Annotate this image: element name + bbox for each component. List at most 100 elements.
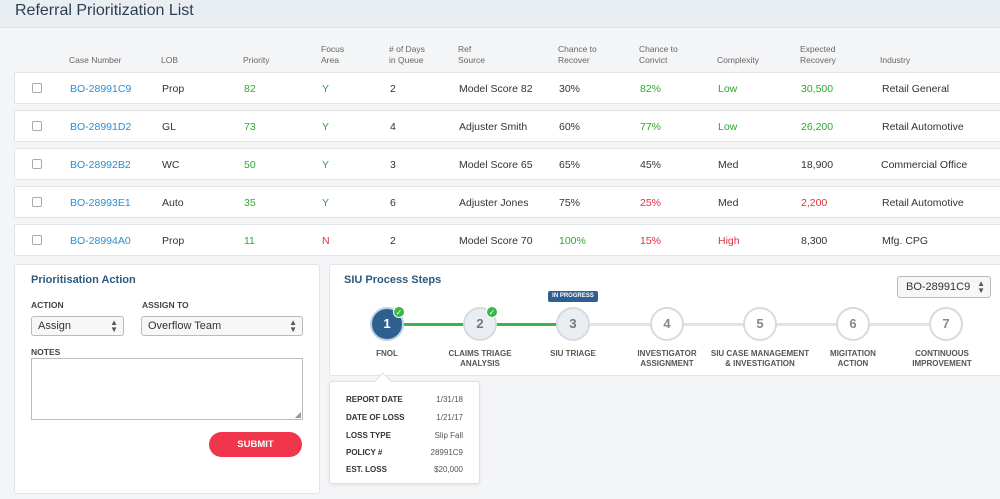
case-number-link[interactable]: BO-28991C9 <box>70 83 132 95</box>
resize-grip-icon[interactable]: ◢ <box>294 410 301 419</box>
table-header: Case Number LOB Priority Focus Area # of… <box>0 44 1000 68</box>
days-cell: 2 <box>390 83 396 95</box>
step-2-check-icon: ✓ <box>486 306 498 318</box>
convict-cell: 15% <box>640 235 662 247</box>
detail-key: LOSS TYPE <box>346 431 391 440</box>
table-row[interactable]: BO-28991C9 Prop 82 Y 2 Model Score 82 30… <box>14 72 1000 104</box>
industry-cell: Commercial Office <box>881 159 968 171</box>
days-cell: 6 <box>390 197 396 209</box>
lob-cell: WC <box>162 159 180 171</box>
row-checkbox[interactable] <box>32 159 42 169</box>
header-expected-1[interactable]: Expected <box>800 44 836 54</box>
header-focus-area-1[interactable]: Focus <box>321 44 345 54</box>
case-number-link[interactable]: BO-28994A0 <box>70 235 131 247</box>
header-days-2[interactable]: in Queue <box>389 55 424 65</box>
page-title: Referral Prioritization List <box>15 2 194 19</box>
header-case-number[interactable]: Case Number <box>69 55 122 65</box>
convict-cell: 77% <box>640 121 662 133</box>
days-cell: 3 <box>390 159 396 171</box>
row-checkbox[interactable] <box>32 197 42 207</box>
recover-cell: 65% <box>559 159 581 171</box>
step-3-label: SIU TRIAGE <box>550 349 596 358</box>
assign-to-select[interactable]: Overflow Team ▲ ▼ <box>141 316 303 336</box>
detail-value: Slip Fall <box>434 431 463 440</box>
step-6-circle[interactable]: 6 <box>836 307 870 341</box>
priority-cell: 35 <box>244 197 256 209</box>
notes-textarea[interactable]: ◢ <box>31 358 303 420</box>
focus-cell: Y <box>322 83 330 95</box>
header-days-1[interactable]: # of Days <box>389 44 425 54</box>
case-number-link[interactable]: BO-28992B2 <box>70 159 131 171</box>
expected-cell: 8,300 <box>801 235 828 247</box>
table-row[interactable]: BO-28991D2 GL 73 Y 4 Adjuster Smith 60% … <box>14 110 1000 142</box>
detail-value: $20,000 <box>434 465 463 474</box>
header-ref-source-1[interactable]: Ref <box>458 44 472 54</box>
recover-cell: 100% <box>559 235 586 247</box>
lob-cell: Prop <box>162 83 185 95</box>
focus-cell: Y <box>322 197 330 209</box>
in-progress-badge: IN PROGRESS <box>548 291 598 302</box>
focus-cell: Y <box>322 121 330 133</box>
action-select[interactable]: Assign ▲ ▼ <box>31 316 124 336</box>
assign-to-select-value: Overflow Team <box>148 320 222 332</box>
row-checkbox[interactable] <box>32 83 42 93</box>
step-2-label: CLAIMS TRIAGE ANALYSIS <box>448 349 512 368</box>
header-lob[interactable]: LOB <box>161 55 179 65</box>
row-checkbox[interactable] <box>32 121 42 131</box>
detail-key: POLICY # <box>346 448 383 457</box>
action-label: ACTION <box>31 300 64 310</box>
table-row[interactable]: BO-28992B2 WC 50 Y 3 Model Score 65 65% … <box>14 148 1000 180</box>
header-focus-area-2[interactable]: Area <box>321 55 339 65</box>
step-4-circle[interactable]: 4 <box>650 307 684 341</box>
days-cell: 2 <box>390 235 396 247</box>
focus-cell: N <box>322 235 330 247</box>
table-row[interactable]: BO-28993E1 Auto 35 Y 6 Adjuster Jones 75… <box>14 186 1000 218</box>
step-1-label: FNOL <box>376 349 398 358</box>
lob-cell: Auto <box>162 197 184 209</box>
header-convict-2[interactable]: Convict <box>639 55 668 65</box>
step-7-label: CONTINUOUS IMPROVEMENT <box>912 349 972 368</box>
case-number-link[interactable]: BO-28991D2 <box>70 121 132 133</box>
select-arrows-icon: ▲ ▼ <box>289 318 297 334</box>
siu-panel-title: SIU Process Steps <box>344 274 442 286</box>
header-priority[interactable]: Priority <box>243 55 270 65</box>
header-recover-1[interactable]: Chance to <box>558 44 597 54</box>
complexity-cell: Low <box>718 83 738 95</box>
header-industry[interactable]: Industry <box>880 55 911 65</box>
focus-cell: Y <box>322 159 330 171</box>
header-recover-2[interactable]: Recover <box>558 55 590 65</box>
step-5-label: SIU CASE MANAGEMENT & INVESTIGATION <box>710 349 810 368</box>
step-5-circle[interactable]: 5 <box>743 307 777 341</box>
header-convict-1[interactable]: Chance to <box>639 44 678 54</box>
complexity-cell: High <box>718 235 740 247</box>
select-arrows-icon: ▲ ▼ <box>977 279 985 295</box>
step-1-check-icon: ✓ <box>393 306 405 318</box>
title-bar: Referral Prioritization List <box>0 0 1000 28</box>
step-4-label: INVESTIGATOR ASSIGNMENT <box>637 349 697 368</box>
complexity-cell: Med <box>718 197 739 209</box>
priority-cell: 73 <box>244 121 256 133</box>
table-row[interactable]: BO-28994A0 Prop 11 N 2 Model Score 70 10… <box>14 224 1000 256</box>
industry-cell: Retail Automotive <box>882 121 964 133</box>
priority-cell: 50 <box>244 159 256 171</box>
step-7-circle[interactable]: 7 <box>929 307 963 341</box>
detail-value: 1/31/18 <box>436 395 463 404</box>
complexity-cell: Med <box>718 159 739 171</box>
submit-button[interactable]: SUBMIT <box>209 432 302 457</box>
industry-cell: Retail Automotive <box>882 197 964 209</box>
row-checkbox[interactable] <box>32 235 42 245</box>
action-select-value: Assign <box>38 320 72 332</box>
recover-cell: 60% <box>559 121 581 133</box>
expected-cell: 30,500 <box>801 83 834 95</box>
convict-cell: 82% <box>640 83 662 95</box>
step-3-circle[interactable]: 3 <box>556 307 590 341</box>
header-ref-source-2[interactable]: Source <box>458 55 485 65</box>
header-expected-2[interactable]: Recovery <box>800 55 836 65</box>
case-number-link[interactable]: BO-28993E1 <box>70 197 131 209</box>
lob-cell: Prop <box>162 235 185 247</box>
detail-key: EST. LOSS <box>346 465 387 474</box>
case-select[interactable]: BO-28991C9 ▲ ▼ <box>897 276 991 298</box>
complexity-cell: Low <box>718 121 738 133</box>
header-complexity[interactable]: Complexity <box>717 55 760 65</box>
ref-source-cell: Model Score 70 <box>459 235 533 247</box>
